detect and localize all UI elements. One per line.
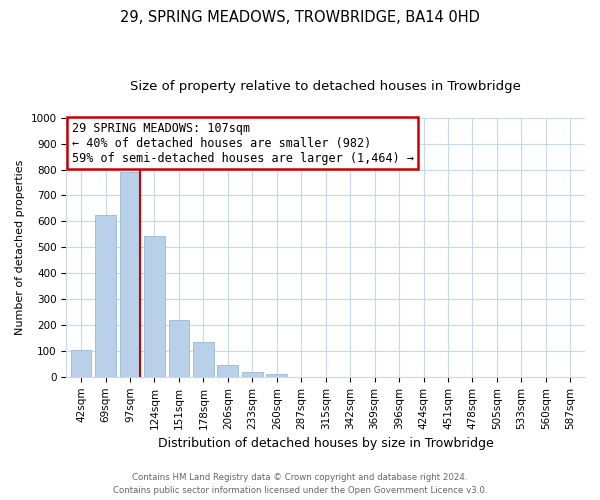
Title: Size of property relative to detached houses in Trowbridge: Size of property relative to detached ho…	[130, 80, 521, 93]
Bar	[217, 365, 238, 377]
Bar	[95, 216, 116, 377]
Text: Contains HM Land Registry data © Crown copyright and database right 2024.
Contai: Contains HM Land Registry data © Crown c…	[113, 474, 487, 495]
Bar	[193, 342, 214, 377]
Text: 29, SPRING MEADOWS, TROWBRIDGE, BA14 0HD: 29, SPRING MEADOWS, TROWBRIDGE, BA14 0HD	[120, 10, 480, 25]
Bar	[71, 350, 91, 377]
Bar	[169, 320, 190, 377]
Text: 29 SPRING MEADOWS: 107sqm
← 40% of detached houses are smaller (982)
59% of semi: 29 SPRING MEADOWS: 107sqm ← 40% of detac…	[71, 122, 413, 164]
X-axis label: Distribution of detached houses by size in Trowbridge: Distribution of detached houses by size …	[158, 437, 494, 450]
Y-axis label: Number of detached properties: Number of detached properties	[15, 160, 25, 335]
Bar	[266, 374, 287, 377]
Bar	[242, 372, 263, 377]
Bar	[119, 172, 140, 377]
Bar	[144, 236, 165, 377]
